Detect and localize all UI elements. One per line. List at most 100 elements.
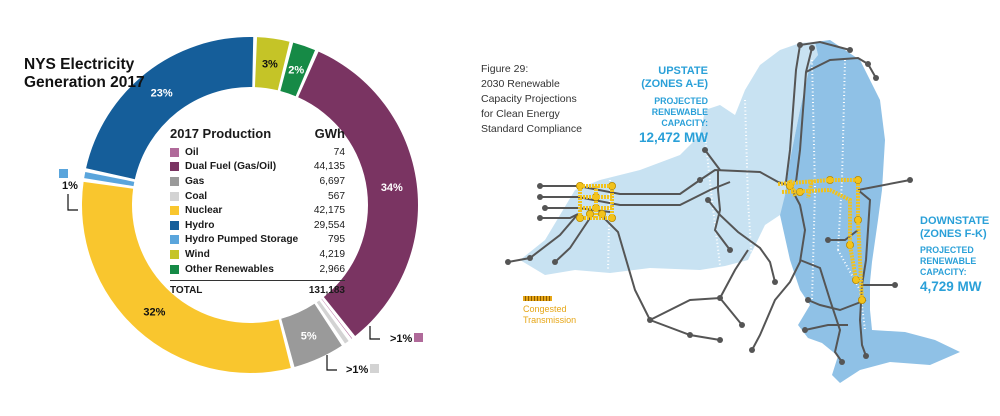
row-value: 74 xyxy=(333,146,345,158)
transmission-line xyxy=(799,259,843,363)
pumped-storage-slice xyxy=(84,171,135,187)
legend-swatch xyxy=(170,264,179,274)
transmission-line xyxy=(795,47,813,183)
downstate-value: 4,729 MW xyxy=(920,279,982,294)
table-header: 2017 Production GWh xyxy=(170,126,345,141)
congested-node xyxy=(858,295,867,304)
transmission-line xyxy=(785,44,801,183)
legend-swatch xyxy=(170,191,179,201)
transmission-line xyxy=(719,249,749,299)
transmission-node xyxy=(892,282,898,288)
upstate-value: 12,472 MW xyxy=(638,130,708,145)
transmission-line xyxy=(857,179,911,191)
row-label: Oil xyxy=(185,146,199,158)
coal-label: >1% xyxy=(346,364,369,376)
legend-swatch xyxy=(170,176,179,186)
congested-transmission-lines xyxy=(578,178,864,301)
coal-slice xyxy=(316,300,349,344)
table-row: Nuclear 42,175 xyxy=(170,203,345,218)
oil-slice xyxy=(321,298,353,339)
table-rows: Oil 74 Dual Fuel (Gas/Oil) 44,135 Gas 6,697 Co… xyxy=(170,145,345,276)
transmission-node xyxy=(797,42,803,48)
upstate-label-3: CAPACITY: xyxy=(661,118,708,128)
congested-legend-line-2: Transmission xyxy=(523,315,577,325)
table-row: Other Renewables 2,966 xyxy=(170,262,345,277)
transmission-line xyxy=(507,213,579,263)
transmission-node xyxy=(847,47,853,53)
caption-line-5: Standard Compliance xyxy=(481,123,582,135)
chart-title: NYS Electricity Generation 2017 xyxy=(24,56,145,92)
figure-caption: Figure 29: 2030 Renewable Capacity Proje… xyxy=(481,62,582,137)
legend-swatch xyxy=(170,206,179,216)
transmission-node xyxy=(697,177,703,183)
transmission-line xyxy=(713,170,731,251)
transmission-line xyxy=(857,189,872,357)
nuclear-percent-label: 32% xyxy=(143,306,165,318)
transmission-node xyxy=(825,237,831,243)
other-renewables-percent-label: 2% xyxy=(288,65,304,77)
downstate-callout: DOWNSTATE (ZONES F-K) PROJECTED RENEWABL… xyxy=(920,215,989,296)
downstate-label-2: RENEWABLE xyxy=(920,256,977,266)
transmission-node xyxy=(873,75,879,81)
transmission-node xyxy=(772,279,778,285)
total-label: TOTAL xyxy=(170,285,203,297)
transmission-node xyxy=(537,183,543,189)
transmission-node xyxy=(805,297,811,303)
oil-label: >1% xyxy=(390,333,413,345)
legend-swatch xyxy=(170,249,179,259)
transmission-line xyxy=(707,199,776,283)
upstate-label-1: PROJECTED xyxy=(654,96,708,106)
transmission-node xyxy=(537,215,543,221)
wind-percent-label: 3% xyxy=(262,58,278,70)
row-label: Hydro xyxy=(185,219,215,231)
downstate-label-1: PROJECTED xyxy=(920,245,974,255)
production-table: 2017 Production GWh Oil 74 Dual Fuel (Gas/… xyxy=(170,126,345,296)
caption-line-1: Figure 29: xyxy=(481,63,529,75)
coal-swatch xyxy=(370,364,379,373)
table-header-label: 2017 Production xyxy=(170,126,272,141)
caption-line-4: for Clean Energy xyxy=(481,108,560,120)
congested-legend-line-1: Congested xyxy=(523,304,567,314)
downstate-name-2: (ZONES F-K) xyxy=(920,228,987,240)
total-value: 131,183 xyxy=(308,285,345,297)
transmission-node xyxy=(552,259,558,265)
caption-line-2: 2030 Renewable xyxy=(481,78,560,90)
congested-line xyxy=(781,187,858,281)
oil-leader xyxy=(369,326,380,340)
congested-line xyxy=(788,179,797,197)
transmission-node xyxy=(865,61,871,67)
transmission-line xyxy=(751,185,807,351)
table-row: Hydro Pumped Storage 795 xyxy=(170,233,345,248)
chart-title-line-1: NYS Electricity xyxy=(24,56,135,73)
transmission-line xyxy=(807,299,867,312)
transmission-node xyxy=(907,177,913,183)
transmission-node xyxy=(527,255,533,261)
transmission-node xyxy=(647,317,653,323)
congested-legend-swatch xyxy=(523,296,552,301)
legend-swatch xyxy=(170,235,179,245)
row-label: Dual Fuel (Gas/Oil) xyxy=(185,161,277,173)
congested-legend: Congested Transmission xyxy=(523,296,576,326)
transmission-node xyxy=(505,259,511,265)
donut-chart: 3% 2% 34% 5% 32% 23% xyxy=(82,36,419,373)
legend-swatch xyxy=(170,162,179,172)
transmission-node xyxy=(727,247,733,253)
transmission-node xyxy=(705,197,711,203)
transmission-line xyxy=(540,213,579,219)
transmission-line xyxy=(704,149,721,171)
pumped-storage-swatch xyxy=(59,169,68,178)
table-row: Wind 4,219 xyxy=(170,247,345,262)
row-value: 44,135 xyxy=(313,161,345,173)
table-row: Dual Fuel (Gas/Oil) 44,135 xyxy=(170,160,345,175)
congested-line xyxy=(806,179,814,199)
row-label: Wind xyxy=(185,248,210,260)
transmission-node xyxy=(802,327,808,333)
transmission-node xyxy=(702,147,708,153)
upstate-callout: UPSTATE (ZONES A-E) PROJECTED RENEWABLE … xyxy=(628,65,708,147)
oil-swatch xyxy=(414,333,423,342)
ny-map xyxy=(505,40,960,383)
transmission-node xyxy=(542,205,548,211)
table-row: Coal 567 xyxy=(170,189,345,204)
